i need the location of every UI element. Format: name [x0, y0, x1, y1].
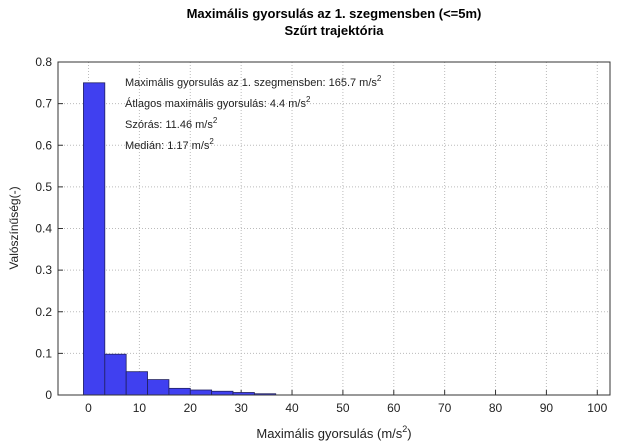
annotation: Medián: 1.17 m/s2 — [125, 137, 214, 152]
x-tick-label: 20 — [184, 401, 198, 415]
y-tick-label: 0.4 — [35, 222, 52, 236]
y-tick-label: 0.8 — [35, 55, 52, 69]
y-tick-label: 0 — [45, 388, 52, 402]
annotation-sup: 2 — [213, 116, 218, 125]
bar — [168, 387, 191, 396]
x-label-part: Maximális gyorsulás (m/s — [256, 426, 402, 441]
y-axis-label: Valószínűség(-) — [7, 186, 21, 269]
bar — [83, 82, 106, 396]
annotation-sup: 2 — [209, 137, 214, 146]
y-tick-label: 0.5 — [35, 180, 52, 194]
plot-frame — [57, 61, 611, 396]
x-tick-label: 80 — [489, 401, 503, 415]
y-tick-label: 0.2 — [35, 305, 52, 319]
y-tick-label: 0.3 — [35, 263, 52, 277]
x-tick-label: 40 — [285, 401, 299, 415]
x-label-sup: 2 — [402, 424, 407, 434]
x-tick-label: 10 — [133, 401, 147, 415]
annotation-text: Maximális gyorsulás az 1. szegmensben: 1… — [125, 77, 377, 89]
annotation: Szórás: 11.46 m/s2 — [125, 116, 218, 131]
annotation: Átlagos maximális gyorsulás: 4.4 m/s2 — [125, 95, 311, 110]
chart-title: Maximális gyorsulás az 1. szegmensben (<… — [187, 6, 482, 21]
x-tick-label: 30 — [234, 401, 248, 415]
x-tick-label: 0 — [85, 401, 92, 415]
bar — [104, 353, 127, 396]
x-tick-label: 70 — [438, 401, 452, 415]
bar — [147, 379, 170, 396]
x-tick-label: 50 — [336, 401, 350, 415]
x-label-part: ) — [407, 426, 411, 441]
bar — [125, 371, 148, 396]
bar — [211, 390, 234, 396]
annotation-text: Szórás: 11.46 m/s — [125, 119, 213, 131]
y-tick-label: 0.6 — [35, 138, 52, 152]
bar — [189, 389, 213, 396]
annotation: Maximális gyorsulás az 1. szegmensben: 1… — [125, 74, 382, 89]
annotation-sup: 2 — [377, 74, 382, 83]
x-tick-label: 60 — [387, 401, 401, 415]
y-tick-label: 0.1 — [35, 346, 52, 360]
annotation-text: Átlagos maximális gyorsulás: 4.4 m/s — [125, 97, 306, 110]
y-tick-label: 0.7 — [35, 97, 52, 111]
x-tick-label: 90 — [540, 401, 554, 415]
x-axis-label: Maximális gyorsulás (m/s2) — [256, 424, 411, 441]
annotation-text: Medián: 1.17 m/s — [125, 140, 210, 152]
x-tick-label: 100 — [587, 401, 607, 415]
annotation-sup: 2 — [306, 95, 311, 104]
chart-subtitle: Szűrt trajektória — [285, 23, 385, 38]
